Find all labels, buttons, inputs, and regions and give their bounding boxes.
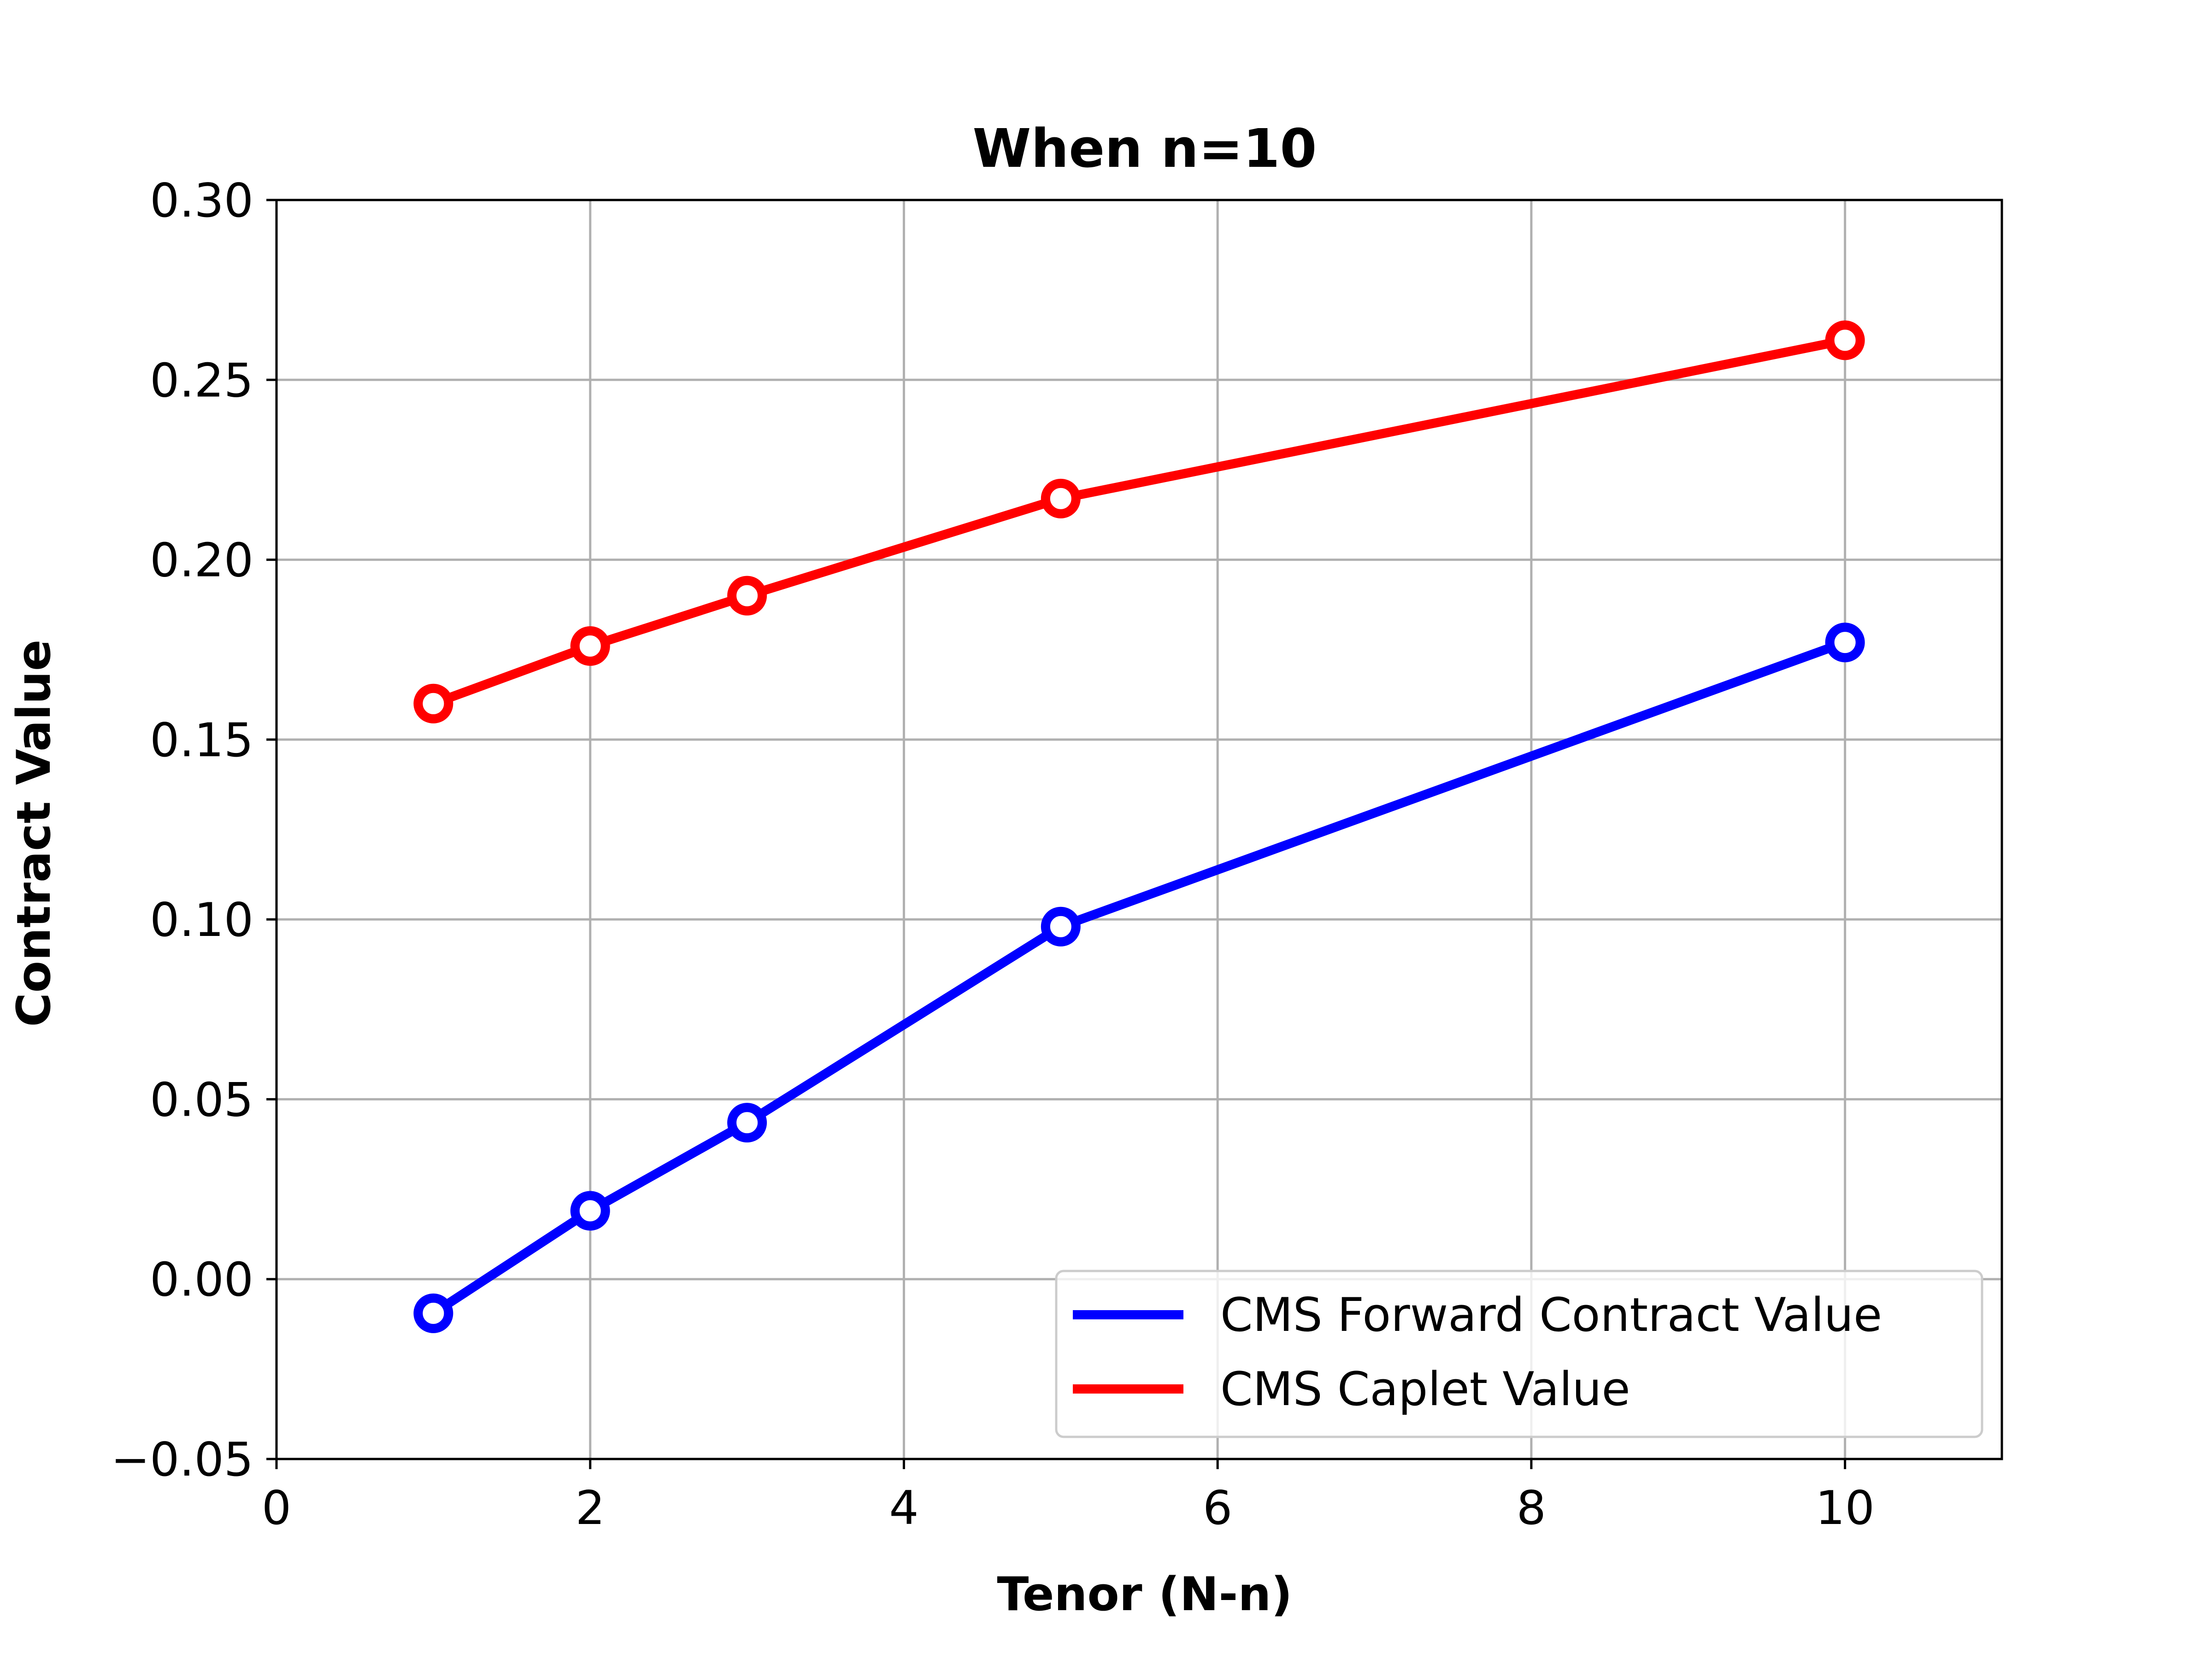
- y-tick-label: 0.10: [150, 893, 253, 947]
- axis-ticks: 0 2 4 6 8 10 −0.05 0.00 0.05 0.10 0.15 0.20 0.25 0.30: [111, 173, 1874, 1535]
- x-axis-label: Tenor (N-n): [997, 1567, 1293, 1621]
- y-tick-label: 0.05: [150, 1072, 253, 1127]
- data-point-caplet: [727, 576, 767, 616]
- y-tick-label: 0.30: [150, 173, 253, 228]
- legend-label-caplet: CMS Caplet Value: [1220, 1362, 1630, 1416]
- x-tick-label: 10: [1815, 1481, 1875, 1535]
- y-axis-label: Contract Value: [6, 640, 61, 1027]
- x-tick-label: 4: [889, 1481, 918, 1535]
- x-tick-label: 6: [1203, 1481, 1232, 1535]
- legend-box: [1055, 1270, 1983, 1438]
- data-point-caplet: [570, 626, 610, 666]
- data-point-forward: [727, 1103, 767, 1143]
- series-layer: [413, 320, 1865, 1333]
- y-tick-label: 0.25: [150, 353, 253, 407]
- data-point-caplet: [1825, 320, 1865, 360]
- data-point-forward: [1041, 906, 1081, 947]
- data-point-forward: [1825, 623, 1865, 663]
- chart-title: When n=10: [973, 118, 1317, 180]
- y-tick-label: 0.20: [150, 533, 253, 588]
- x-tick-label: 8: [1517, 1481, 1546, 1535]
- plot-area-frame: [275, 199, 2003, 1460]
- series-line-caplet: [429, 335, 1850, 708]
- y-tick-label: −0.05: [111, 1432, 253, 1487]
- y-tick-label: 0.00: [150, 1253, 253, 1307]
- x-tick-label: 0: [262, 1481, 291, 1535]
- legend: CMS Forward Contract Value CMS Caplet Va…: [1055, 1270, 1983, 1438]
- data-point-caplet: [1041, 478, 1081, 518]
- y-tick-label: 0.15: [150, 713, 253, 767]
- legend-label-forward: CMS Forward Contract Value: [1220, 1288, 1882, 1342]
- data-point-forward: [413, 1293, 453, 1333]
- data-point-forward: [570, 1191, 610, 1231]
- data-point-caplet: [413, 683, 453, 724]
- series-line-forward: [429, 638, 1850, 1318]
- x-tick-label: 2: [576, 1481, 605, 1535]
